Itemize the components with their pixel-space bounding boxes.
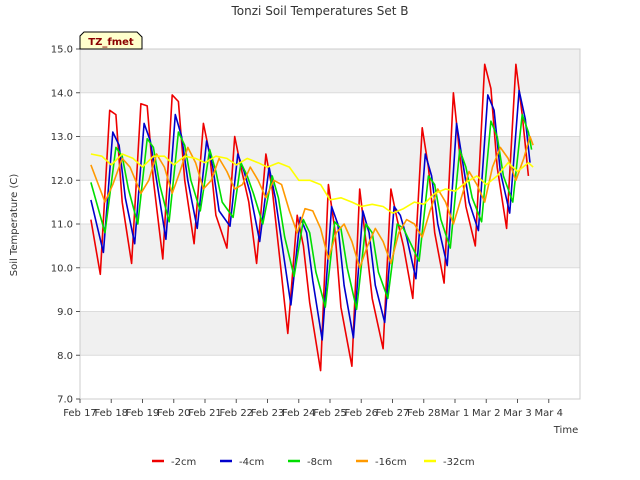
chart-title: Tonzi Soil Temperatures Set B <box>231 4 409 18</box>
x-tick-label: Feb 22 <box>219 408 253 419</box>
x-tick-label: Mar 4 <box>535 408 563 419</box>
x-tick-label: Feb 23 <box>251 408 285 419</box>
y-tick-label: 13.0 <box>51 132 73 143</box>
legend-label: -8cm <box>307 457 332 468</box>
y-tick-label: 11.0 <box>51 220 73 231</box>
x-tick-label: Mar 2 <box>472 408 500 419</box>
series-line-minus16cm <box>90 135 534 269</box>
y-tick-label: 9.0 <box>57 307 73 318</box>
legend-item: -2cm <box>152 457 196 468</box>
x-tick-label: Feb 18 <box>94 408 128 419</box>
x-axis-title: Time <box>553 425 578 436</box>
x-tick-label: Feb 26 <box>344 408 378 419</box>
legend-label: -32cm <box>443 457 475 468</box>
x-tick-label: Feb 20 <box>157 408 191 419</box>
x-tick-label: Feb 27 <box>376 408 410 419</box>
x-tick-label: Feb 28 <box>407 408 441 419</box>
x-tick-label: Feb 24 <box>282 408 316 419</box>
y-tick-label: 14.0 <box>51 88 73 99</box>
y-tick-label: 12.0 <box>51 176 73 187</box>
legend-label: -4cm <box>239 457 264 468</box>
x-tick-label: Mar 3 <box>503 408 531 419</box>
legend-item: -4cm <box>220 457 264 468</box>
series-line-minus4cm <box>90 89 531 341</box>
x-tick-label: Feb 21 <box>188 408 222 419</box>
site-tag: TZ_fmet <box>79 31 143 50</box>
legend-item: -32cm <box>424 457 475 468</box>
plot-band <box>80 49 580 93</box>
site-tag-label: TZ_fmet <box>88 37 134 48</box>
legend-label: -16cm <box>375 457 407 468</box>
y-axis-title: Soil Temperature (C) <box>9 174 20 277</box>
x-tick-label: Mar 1 <box>441 408 469 419</box>
y-tick-label: 15.0 <box>51 45 73 56</box>
site-tag-box <box>79 31 143 50</box>
legend-item: -16cm <box>356 457 407 468</box>
series-layer <box>90 63 534 372</box>
legend: -2cm -4cm -8cm -16cm -32cm <box>152 457 475 468</box>
x-tick-label: Feb 17 <box>63 408 97 419</box>
x-tick-label: Feb 19 <box>126 408 160 419</box>
legend-item: -8cm <box>288 457 332 468</box>
y-tick-label: 7.0 <box>57 395 73 406</box>
plot-band <box>80 311 580 356</box>
y-tick-label: 8.0 <box>57 351 73 362</box>
series-line-minus32cm <box>90 153 534 214</box>
y-tick-label: 10.0 <box>51 263 73 274</box>
legend-label: -2cm <box>171 457 196 468</box>
x-tick-label: Feb 25 <box>313 408 347 419</box>
